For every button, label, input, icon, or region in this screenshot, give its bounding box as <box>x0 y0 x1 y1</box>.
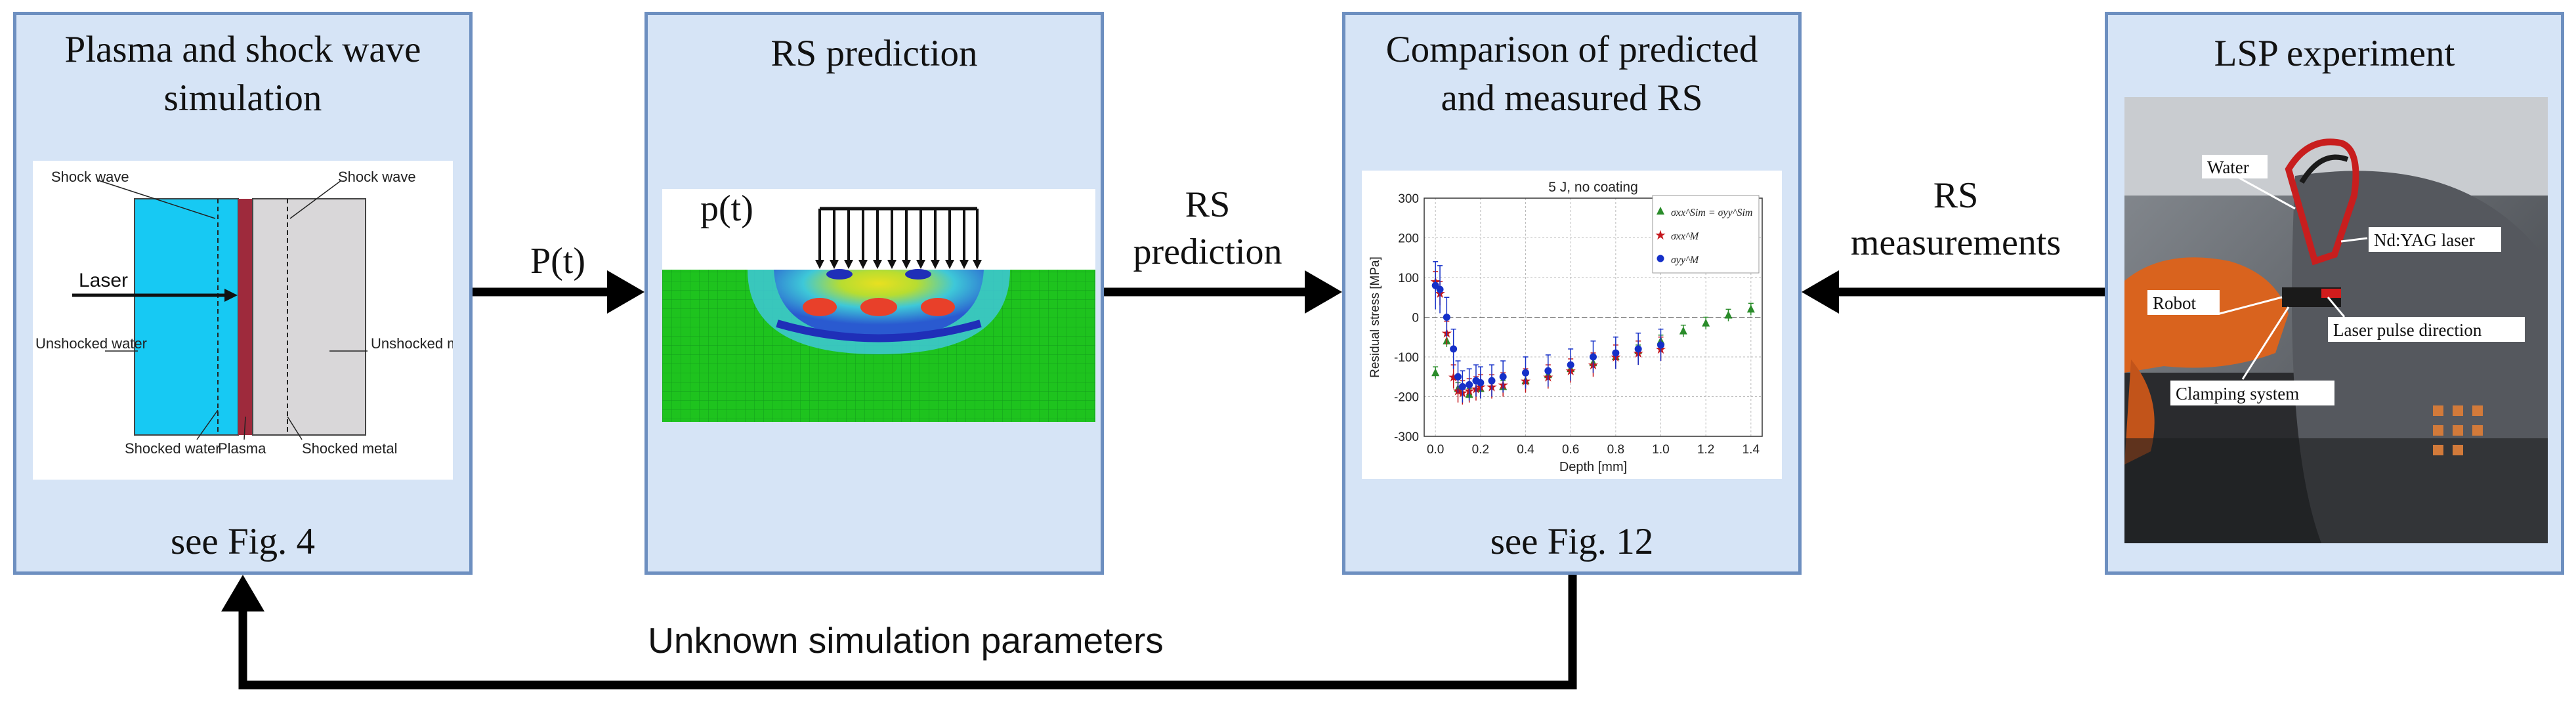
pressure-label: p(t) <box>700 189 753 229</box>
x-tick-label: 0.6 <box>1562 443 1579 457</box>
flow-label-pressure: P(t) <box>530 241 585 281</box>
data-point-sim <box>1679 326 1687 335</box>
data-point-syy <box>1443 314 1450 321</box>
data-point-syy <box>1567 361 1574 369</box>
y-tick-label: 300 <box>1398 192 1419 206</box>
y-tick-label: 0 <box>1412 312 1419 325</box>
data-point-syy <box>1634 345 1642 353</box>
legend-marker <box>1657 207 1664 215</box>
y-tick-label: -300 <box>1394 430 1419 444</box>
x-tick-label: 0.8 <box>1607 443 1624 457</box>
photo-label-robot: Robot <box>2153 293 2197 313</box>
data-point-syy <box>1450 345 1458 353</box>
laser-label: Laser <box>79 270 128 291</box>
prediction-panel: RS prediction <box>644 12 1104 575</box>
photo-label-pulse-direction: Laser pulse direction <box>2333 320 2482 340</box>
data-point-syy <box>1499 373 1507 381</box>
data-point-syy <box>1657 341 1664 349</box>
x-tick-label: 0.2 <box>1472 443 1489 457</box>
experiment-panel: LSP experiment Water Nd:YA <box>2105 12 2564 575</box>
comparison-panel: Comparison of predicted and measured RS … <box>1342 12 1802 575</box>
plot-frame <box>1424 197 1763 437</box>
flow-label-feedback: Unknown simulation parameters <box>648 620 1164 661</box>
rs-chart: -300 -200 -100 0 100 200 300 0.0 0.2 0.4 0.6 0.8 1.0… <box>1362 171 1782 479</box>
x-tick-label: 0.4 <box>1517 443 1534 457</box>
data-point-sim <box>1702 318 1710 327</box>
flow-label-rs-measurements: RS measurements <box>1850 175 2061 263</box>
data-point-syy <box>1477 379 1485 386</box>
simulation-panel: Plasma and shock wave simulation Shock w… <box>13 12 473 575</box>
photo-label-laser: Nd:YAG laser <box>2374 230 2475 250</box>
data-point-syy <box>1454 373 1462 381</box>
shock-wave-figure: Shock wave Shock wave Laser Unshocked wa… <box>33 161 453 480</box>
unshocked-metal-label: Unshocked metal <box>371 335 453 352</box>
simulation-panel-footer: see Fig. 4 <box>170 521 316 562</box>
photo-label-water: Water <box>2207 157 2249 177</box>
comparison-panel-footer: see Fig. 12 <box>1490 521 1654 562</box>
plasma-layer <box>238 199 253 435</box>
legend-label: σyy^M <box>1671 255 1700 266</box>
legend-marker <box>1657 255 1664 262</box>
x-tick-label: 1.2 <box>1697 443 1714 457</box>
y-tick-label: -200 <box>1394 391 1419 405</box>
chart-title: 5 J, no coating <box>1548 180 1638 195</box>
x-axis-label: Depth [mm] <box>1559 460 1627 474</box>
experiment-panel-title: LSP experiment <box>2214 33 2455 74</box>
unshocked-water-label: Unshocked water <box>35 335 147 352</box>
legend-marker: ★ <box>1655 228 1666 243</box>
y-tick-label: 100 <box>1398 272 1419 285</box>
metal-region <box>252 198 366 436</box>
data-point-syy <box>1436 285 1444 293</box>
data-point-syy <box>1590 353 1597 361</box>
y-axis-label: Residual stress [MPa] <box>1368 257 1382 378</box>
y-tick-label: 200 <box>1398 232 1419 246</box>
data-point-syy <box>1522 369 1529 377</box>
laser-arrow-head <box>224 289 238 302</box>
simulation-panel-title: Plasma and shock wave simulation <box>64 29 421 119</box>
prediction-panel-title: RS prediction <box>771 33 978 74</box>
x-tick-label: 1.4 <box>1742 443 1760 457</box>
data-point-syy <box>1458 383 1466 390</box>
flow-label-rs-prediction: RS prediction <box>1133 184 1282 272</box>
data-point-sim <box>1431 368 1440 377</box>
water-region <box>134 198 239 436</box>
legend-box <box>1652 195 1760 274</box>
data-point-syy <box>1488 377 1496 384</box>
shock-wave-right-label: Shock wave <box>338 169 416 185</box>
data-point-syy <box>1612 349 1620 357</box>
experiment-photo: Water Nd:YAG laser Robot Laser pulse dir… <box>2124 97 2548 543</box>
legend-label: σxx^Sim = σyy^Sim <box>1671 207 1752 218</box>
fem-simulation-figure: p(t) <box>662 189 1095 422</box>
comparison-panel-title: Comparison of predicted and measured RS <box>1385 29 1758 119</box>
x-tick-label: 1.0 <box>1652 443 1669 457</box>
feedback-loop <box>238 575 1577 690</box>
x-tick-label: 0.0 <box>1427 443 1444 457</box>
plasma-label: Plasma <box>218 440 266 457</box>
data-point-syy <box>1466 381 1473 388</box>
shocked-water-label: Shocked water <box>125 440 221 457</box>
legend-label: σxx^M <box>1671 231 1700 242</box>
data-point-syy <box>1544 367 1552 375</box>
shock-wave-left-label: Shock wave <box>51 169 129 185</box>
robot-arm <box>2124 257 2289 373</box>
photo-label-clamping: Clamping system <box>2176 384 2299 404</box>
y-tick-label: -100 <box>1394 351 1419 365</box>
data-point-sim <box>1724 310 1733 319</box>
data-point-sim <box>1746 304 1755 313</box>
pressure-arrows <box>818 209 979 262</box>
shocked-metal-label: Shocked metal <box>302 440 398 457</box>
